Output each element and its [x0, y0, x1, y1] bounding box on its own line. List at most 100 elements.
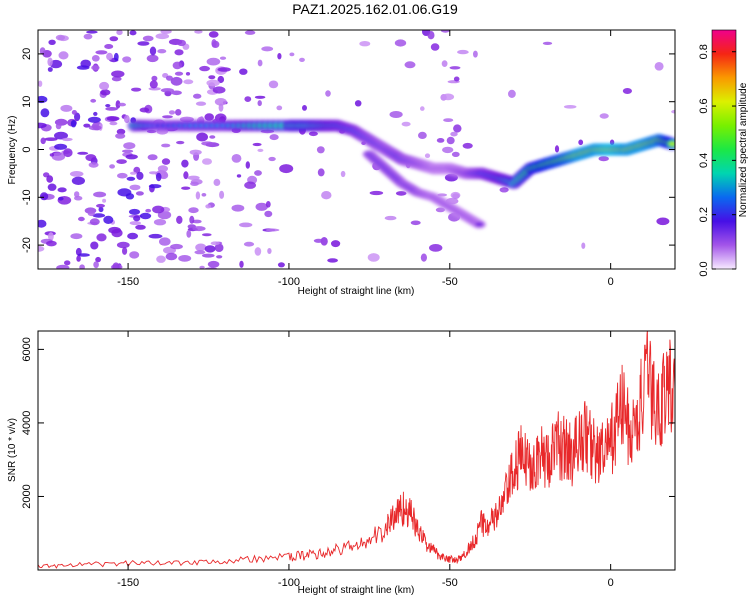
spectrogram-noise-cell: [137, 41, 150, 46]
spectrogram-noise-cell: [105, 104, 111, 108]
spectrogram-noise-cell: [38, 219, 47, 228]
spectrogram-noise-cell: [205, 204, 212, 209]
spectrogram-noise-cell: [244, 30, 256, 35]
snr-frame: [37, 330, 676, 571]
spectrogram-noise-cell: [188, 207, 199, 214]
spectrogram-noise-cell: [129, 30, 137, 36]
spectrogram-noise-cell: [48, 232, 54, 241]
spectrogram-noise-cell: [265, 201, 271, 208]
spectrogram-noise-cell: [204, 245, 216, 253]
spectrogram-noise-cell: [443, 118, 454, 122]
spectrogram-noise-cell: [149, 80, 158, 89]
spectrogram-noise-cell: [302, 105, 307, 111]
spectrogram-noise-cell: [181, 159, 189, 168]
spectrogram-noise-cell: [257, 148, 264, 152]
spectrogram-noise-cell: [146, 54, 159, 63]
spectrogram-noise-cell: [161, 143, 171, 148]
spectrogram-noise-cell: [671, 109, 675, 114]
spectrogram-noise-cell: [327, 258, 338, 263]
spectrogram-noise-cell: [51, 152, 66, 161]
spectrogram-noise-cell: [236, 174, 242, 178]
spectrogram-noise-cell: [367, 253, 380, 262]
colorbar-tick-label: 0.6: [698, 98, 710, 113]
spectrogram-noise-cell: [115, 133, 126, 139]
spectrogram-noise-cell: [63, 148, 73, 158]
spectrogram-noise-cell: [254, 95, 266, 99]
spectrogram-noise-cell: [109, 36, 119, 42]
colorbar-tick-label: 0.2: [698, 207, 710, 222]
spectrogram-plot-area: [38, 30, 675, 269]
spectrogram-noise-cell: [160, 88, 174, 93]
spectrogram-noise-cell: [88, 162, 99, 168]
spectrogram-noise-cell: [115, 100, 121, 109]
colorbar-gradient: [711, 29, 737, 270]
spectrogram-noise-cell: [40, 108, 50, 118]
spectrogram-noise-cell: [105, 107, 118, 111]
spectrogram-noise-cell: [181, 186, 191, 190]
spectrogram-noise-cell: [172, 61, 182, 70]
spectrogram-noise-cell: [254, 170, 262, 176]
colorbar-ticks: 0.0 0.2 0.4 0.6 0.8: [698, 44, 736, 277]
spectrogram-noise-cell: [204, 113, 214, 121]
spectrogram-noise-cell: [78, 216, 85, 222]
spectrogram-noise-cell: [267, 248, 272, 254]
spectrogram-noise-cell: [178, 255, 192, 262]
spectrogram-noise-cell: [424, 153, 431, 158]
spectrogram-noise-cell: [63, 260, 71, 266]
spectrogram-noise-cell: [116, 30, 123, 36]
spectrogram-noise-cell: [153, 219, 167, 226]
spectrogram-noise-cell: [127, 232, 138, 240]
spectrogram-noise-cell: [122, 56, 132, 63]
spectrogram-noise-cell: [199, 265, 205, 269]
spectrogram-noise-cell: [113, 52, 119, 61]
spectrogram-noise-cell: [49, 59, 63, 69]
spectrogram-noise-cell: [427, 31, 435, 40]
spectrogram-noise-cell: [87, 211, 95, 217]
spectrogram-noise-cell: [257, 59, 263, 67]
spectrogram-y-tick-label: 20: [21, 48, 33, 60]
spectrogram-noise-cell: [206, 79, 220, 87]
spectrogram-noise-cell: [202, 158, 212, 165]
spectrogram-noise-cell: [58, 196, 64, 201]
spectrogram-noise-cell: [207, 260, 220, 268]
spectrogram-noise-cell: [40, 192, 49, 201]
spectrogram-noise-cell: [118, 102, 126, 107]
spectrogram-noise-cell: [47, 67, 53, 72]
colorbar: 0.0 0.2 0.4 0.6 0.8 Normalized spectral ampl…: [698, 29, 749, 277]
snr-x-tick-label: 0: [608, 577, 614, 589]
spectrogram-noise-cell: [165, 75, 173, 81]
spectrogram-noise-cell: [123, 142, 136, 150]
spectrogram-noise-cell: [508, 89, 516, 98]
spectrogram-noise-cell: [40, 137, 46, 145]
spectrogram-noise-cell: [313, 238, 324, 243]
spectrogram-noise-cell: [136, 171, 144, 180]
spectrogram-noise-cell: [122, 149, 134, 153]
spectrogram-noise-cell: [321, 191, 332, 200]
spectrogram-noise-cell: [71, 110, 77, 115]
spectrogram-noise-cell: [394, 39, 407, 47]
spectrogram-noise-cell: [117, 172, 128, 179]
spectrogram-noise-cell: [289, 52, 295, 57]
spectrogram-noise-cell: [599, 113, 609, 119]
spectrogram-noise-cell: [149, 46, 157, 56]
spectrogram-noise-cell: [95, 50, 108, 55]
spectrogram-noise-cell: [473, 50, 478, 58]
spectrogram-noise-cell: [418, 131, 427, 139]
snr-x-label: Height of straight line (km): [298, 585, 415, 596]
spectrogram-noise-cell: [147, 154, 158, 161]
spectrogram-noise-cell: [331, 240, 341, 248]
spectrogram-noise-cell: [185, 72, 191, 76]
spectrogram-noise-cell: [152, 205, 165, 214]
spectrogram-noise-cell: [255, 202, 268, 211]
spectrogram-noise-cell: [99, 81, 110, 91]
spectrogram-noise-cell: [86, 30, 98, 34]
spectrogram-noise-cell: [195, 191, 201, 200]
spectrogram-noise-cell: [139, 107, 150, 113]
spectrogram-noise-cell: [93, 111, 98, 116]
spectrogram-noise-cell: [96, 203, 105, 208]
spectrogram-noise-cell: [95, 256, 101, 263]
spectrogram-noise-cell: [44, 137, 58, 141]
spectrogram-noise-cell: [47, 183, 57, 191]
spectrogram-noise-cell: [148, 233, 163, 239]
